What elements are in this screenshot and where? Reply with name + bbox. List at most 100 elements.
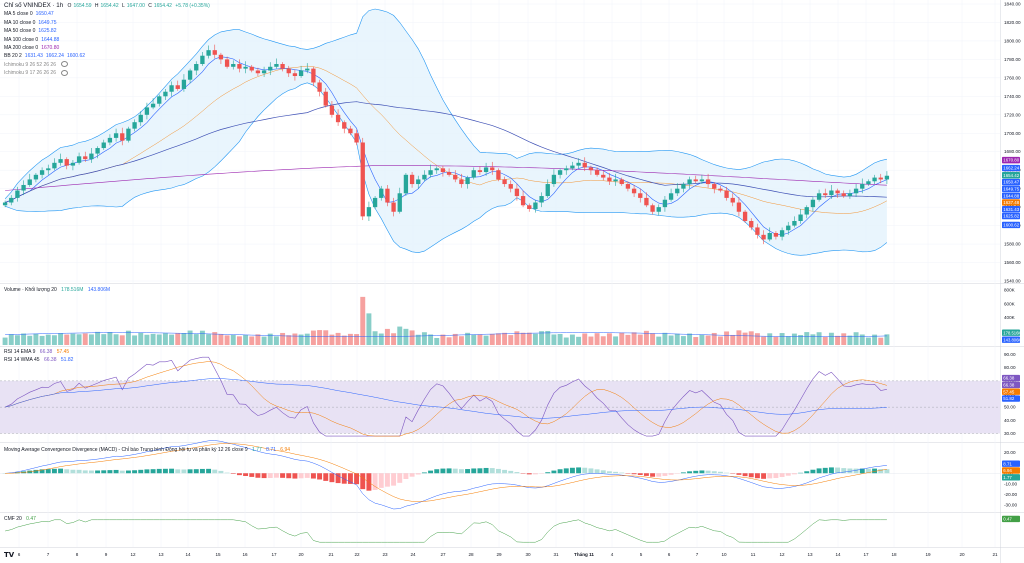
candle-body[interactable] (348, 128, 353, 134)
candle-body[interactable] (83, 156, 88, 160)
candle-body[interactable] (490, 167, 495, 171)
candle-body[interactable] (422, 174, 427, 180)
candle-body[interactable] (705, 179, 711, 185)
candle-body[interactable] (298, 70, 304, 77)
candle-body[interactable] (570, 165, 575, 169)
candle-body[interactable] (477, 170, 483, 173)
candle-body[interactable] (564, 168, 569, 171)
candle-body[interactable] (157, 96, 162, 104)
candle-body[interactable] (810, 199, 816, 208)
candle-body[interactable] (76, 156, 82, 163)
candle-body[interactable] (631, 188, 637, 194)
candle-body[interactable] (520, 196, 526, 206)
candle-body[interactable] (761, 234, 766, 240)
candle-body[interactable] (829, 190, 834, 196)
candle-body[interactable] (231, 64, 236, 67)
candle-body[interactable] (144, 107, 150, 115)
candle-body[interactable] (693, 179, 698, 182)
candle-body[interactable] (268, 66, 273, 71)
candle-body[interactable] (150, 103, 156, 108)
candle-body[interactable] (212, 50, 217, 55)
candle-body[interactable] (39, 170, 45, 175)
indicator-row[interactable]: MA 100 close 0 1644.88 (4, 36, 215, 44)
candle-body[interactable] (724, 190, 729, 198)
candle-body[interactable] (773, 232, 779, 237)
candle-body[interactable] (372, 197, 378, 208)
candle-body[interactable] (508, 184, 513, 189)
candle-body[interactable] (274, 64, 279, 67)
candle-body[interactable] (662, 199, 668, 208)
candle-body[interactable] (126, 128, 131, 141)
candle-body[interactable] (385, 188, 390, 203)
candle-body[interactable] (169, 85, 174, 92)
candle-body[interactable] (453, 174, 458, 180)
rsi-legend-2[interactable]: RSI 14 WMA 45 66.38 51.82 (4, 357, 76, 363)
candle-body[interactable] (428, 170, 433, 175)
candle-body[interactable] (261, 70, 267, 74)
candle-body[interactable] (459, 179, 464, 185)
candle-body[interactable] (681, 184, 686, 189)
candle-body[interactable] (70, 162, 76, 166)
indicator-row[interactable]: Ichimoku 9 17 26 26 26 (4, 69, 215, 77)
candle-body[interactable] (601, 174, 606, 178)
candle-body[interactable] (613, 179, 618, 182)
hidden-eye-icon[interactable] (60, 61, 68, 68)
candle-body[interactable] (539, 196, 544, 203)
candle-body[interactable] (107, 137, 113, 143)
candle-body[interactable] (841, 193, 846, 197)
candle-body[interactable] (767, 232, 772, 240)
candle-body[interactable] (101, 142, 106, 149)
candle-body[interactable] (218, 54, 224, 60)
candle-body[interactable] (866, 181, 871, 185)
candle-body[interactable] (409, 174, 415, 185)
candle-body[interactable] (21, 184, 26, 191)
candle-body[interactable] (668, 193, 674, 200)
candle-body[interactable] (58, 159, 63, 163)
candle-body[interactable] (576, 162, 581, 166)
candle-body[interactable] (687, 179, 692, 185)
candle-body[interactable] (736, 202, 742, 212)
candle-body[interactable] (884, 175, 890, 180)
candle-body[interactable] (742, 211, 748, 221)
candle-body[interactable] (434, 168, 439, 171)
candle-body[interactable] (675, 188, 680, 194)
candle-body[interactable] (853, 188, 859, 194)
candle-body[interactable] (366, 207, 372, 217)
candle-body[interactable] (588, 167, 594, 171)
candle-body[interactable] (816, 193, 822, 200)
candle-body[interactable] (317, 82, 322, 92)
volume-legend[interactable]: Volume · Khối lượng 20 178.516M 143.806M (4, 287, 113, 293)
candle-body[interactable] (33, 174, 39, 180)
candle-body[interactable] (194, 64, 199, 71)
indicator-row[interactable]: MA 200 close 0 1670.80 (4, 44, 215, 52)
candle-body[interactable] (46, 168, 51, 171)
candle-body[interactable] (465, 177, 470, 185)
candle-body[interactable] (27, 179, 32, 185)
candle-body[interactable] (379, 188, 384, 198)
candle-body[interactable] (860, 184, 865, 189)
candle-body[interactable] (335, 114, 341, 123)
macd-legend[interactable]: Moving Average Convergence Divergence (M… (4, 447, 293, 453)
candle-body[interactable] (200, 55, 205, 65)
candle-body[interactable] (342, 122, 347, 129)
candle-body[interactable] (360, 142, 365, 217)
candle-body[interactable] (120, 133, 125, 141)
candle-body[interactable] (391, 202, 396, 212)
candle-body[interactable] (638, 193, 643, 198)
candle-body[interactable] (181, 79, 187, 89)
candle-body[interactable] (89, 153, 94, 160)
candle-body[interactable] (514, 188, 520, 197)
indicator-row[interactable]: Ichimoku 9 26 52 26 26 (4, 61, 215, 69)
candle-body[interactable] (607, 177, 612, 182)
indicator-row[interactable]: MA 50 close 0 1625.82 (4, 27, 215, 35)
candle-body[interactable] (798, 214, 803, 221)
candle-body[interactable] (243, 66, 248, 69)
candle-body[interactable] (835, 190, 840, 194)
indicator-row[interactable]: MA 5 close 0 1650.47 (4, 10, 215, 18)
candle-body[interactable] (175, 85, 180, 89)
candle-body[interactable] (138, 114, 143, 123)
candle-body[interactable] (557, 170, 563, 175)
candle-body[interactable] (872, 177, 877, 182)
candle-body[interactable] (15, 190, 20, 198)
